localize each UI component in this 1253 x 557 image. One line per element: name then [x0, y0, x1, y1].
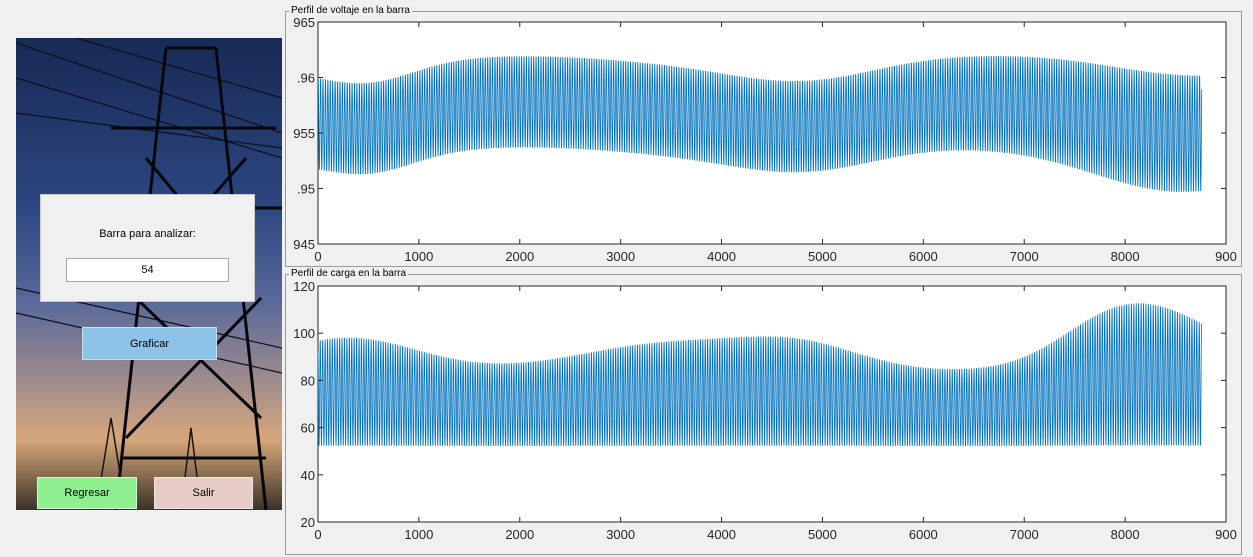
voltage-panel-title: Perfil de voltaje en la barra: [289, 5, 412, 17]
back-button[interactable]: Regresar: [37, 477, 137, 509]
load-panel: Perfil de carga en la barra: [285, 268, 1242, 555]
bus-label: Barra para analizar:: [99, 228, 196, 240]
voltage-panel: Perfil de voltaje en la barra: [285, 5, 1242, 267]
bus-number-input[interactable]: [66, 258, 229, 282]
plot-button[interactable]: Graficar: [82, 327, 217, 360]
bus-selection-card: Barra para analizar:: [40, 194, 255, 302]
exit-button[interactable]: Salir: [154, 477, 253, 509]
load-panel-title: Perfil de carga en la barra: [289, 268, 409, 280]
